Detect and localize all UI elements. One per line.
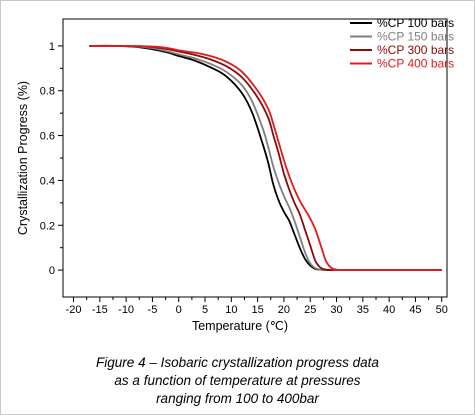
caption-line-2: as a function of temperature at pressure… (114, 373, 361, 388)
crystallization-chart: -20 -15 -10 -5 0 5 10 15 20 25 30 35 40 45 50 00.20.40… (16, 16, 454, 333)
x-tick-label: -5 (148, 304, 158, 316)
caption-line-3: ranging from 100 to 400bar (156, 391, 319, 406)
x-tick-label: -20 (66, 304, 82, 316)
x-tick-label: 5 (202, 304, 208, 316)
legend: %CP 100 bars%CP 150 bars%CP 300 bars%CP … (350, 16, 454, 71)
legend-label-3: %CP 300 bars (377, 43, 454, 57)
caption-line-1: Figure 4 – Isobaric crystallization prog… (96, 355, 379, 370)
y-axis-title: Crystallization Progress (%) (16, 81, 30, 235)
series-line-1 (89, 44, 442, 272)
x-tick-label: 45 (409, 304, 421, 316)
x-tick-label: 20 (278, 304, 290, 316)
series-line-4 (89, 44, 442, 272)
x-tick-label: 10 (225, 304, 237, 316)
series-line-3 (89, 44, 442, 272)
legend-label-2: %CP 150 bars (377, 30, 454, 44)
x-tick-labels: -20 -15 -10 -5 0 5 10 15 20 25 30 35 40 45 50 (66, 304, 448, 316)
tick-marks (58, 45, 443, 302)
y-tick-label: 0 (49, 265, 55, 277)
x-tick-label: -15 (92, 304, 108, 316)
y-tick-label: 0.2 (40, 220, 55, 232)
y-tick-labels: 0 0.2 0.4 0.6 0.8 1 (40, 41, 55, 277)
x-tick-label: 50 (436, 304, 448, 316)
y-tick-label: 1 (49, 41, 55, 53)
legend-label-4: %CP 400 bars (377, 57, 454, 71)
y-tick-label: 0.6 (40, 131, 55, 143)
series-line-2 (89, 44, 442, 272)
y-tick-label: 0.4 (40, 175, 55, 187)
x-tick-label: 40 (383, 304, 395, 316)
x-tick-label: 0 (176, 304, 182, 316)
x-axis-title: Temperature (℃) (192, 319, 288, 333)
x-tick-label: 25 (304, 304, 316, 316)
y-tick-label: 0.8 (40, 86, 55, 98)
legend-label-1: %CP 100 bars (377, 16, 454, 30)
figure-caption: Figure 4 – Isobaric crystallization prog… (0, 354, 475, 408)
x-tick-label: 35 (357, 304, 369, 316)
x-tick-label: 15 (252, 304, 264, 316)
x-tick-label: -10 (118, 304, 134, 316)
x-tick-label: 30 (330, 304, 342, 316)
series-lines (89, 44, 442, 272)
